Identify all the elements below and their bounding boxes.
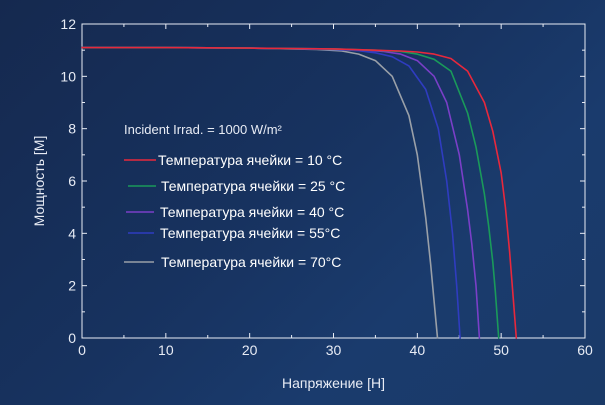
y-tick-label: 4 xyxy=(68,225,76,241)
y-tick-label: 10 xyxy=(60,68,76,84)
irradiance-annotation: Incident Irrad. = 1000 W/m² xyxy=(124,122,283,137)
y-tick-label: 6 xyxy=(68,173,76,189)
y-tick-label: 8 xyxy=(68,121,76,137)
legend-entry: Температура ячейки = 55°C xyxy=(160,225,340,241)
y-tick-label: 12 xyxy=(60,16,76,32)
legend: Температура ячейки = 10 °C Температура яч… xyxy=(124,152,345,270)
x-tick-label: 10 xyxy=(158,342,174,358)
legend-entry: Температура ячейки = 40 °C xyxy=(160,204,344,220)
y-axis-label: Мощность [М] xyxy=(31,136,47,227)
y-tick-label: 2 xyxy=(68,278,76,294)
legend-entry: Температура ячейки = 25 °C xyxy=(161,178,345,194)
series-line xyxy=(81,46,518,339)
x-tick-label: 30 xyxy=(326,342,342,358)
y-tick-label: 0 xyxy=(68,330,76,346)
tick-group: 0 10 20 30 40 50 60 0 2 4 6 8 10 12 xyxy=(60,16,593,358)
x-tick-label: 0 xyxy=(78,342,86,358)
x-tick-label: 40 xyxy=(410,342,426,358)
legend-entry: Температура ячейки = 10 °C xyxy=(158,152,342,168)
legend-entry: Температура ячейки = 70°C xyxy=(161,254,341,270)
x-tick-label: 50 xyxy=(493,342,509,358)
x-axis-label: Напряжение [Н] xyxy=(282,375,385,391)
series-group xyxy=(81,46,518,339)
x-tick-label: 20 xyxy=(242,342,258,358)
x-tick-label: 60 xyxy=(577,342,593,358)
